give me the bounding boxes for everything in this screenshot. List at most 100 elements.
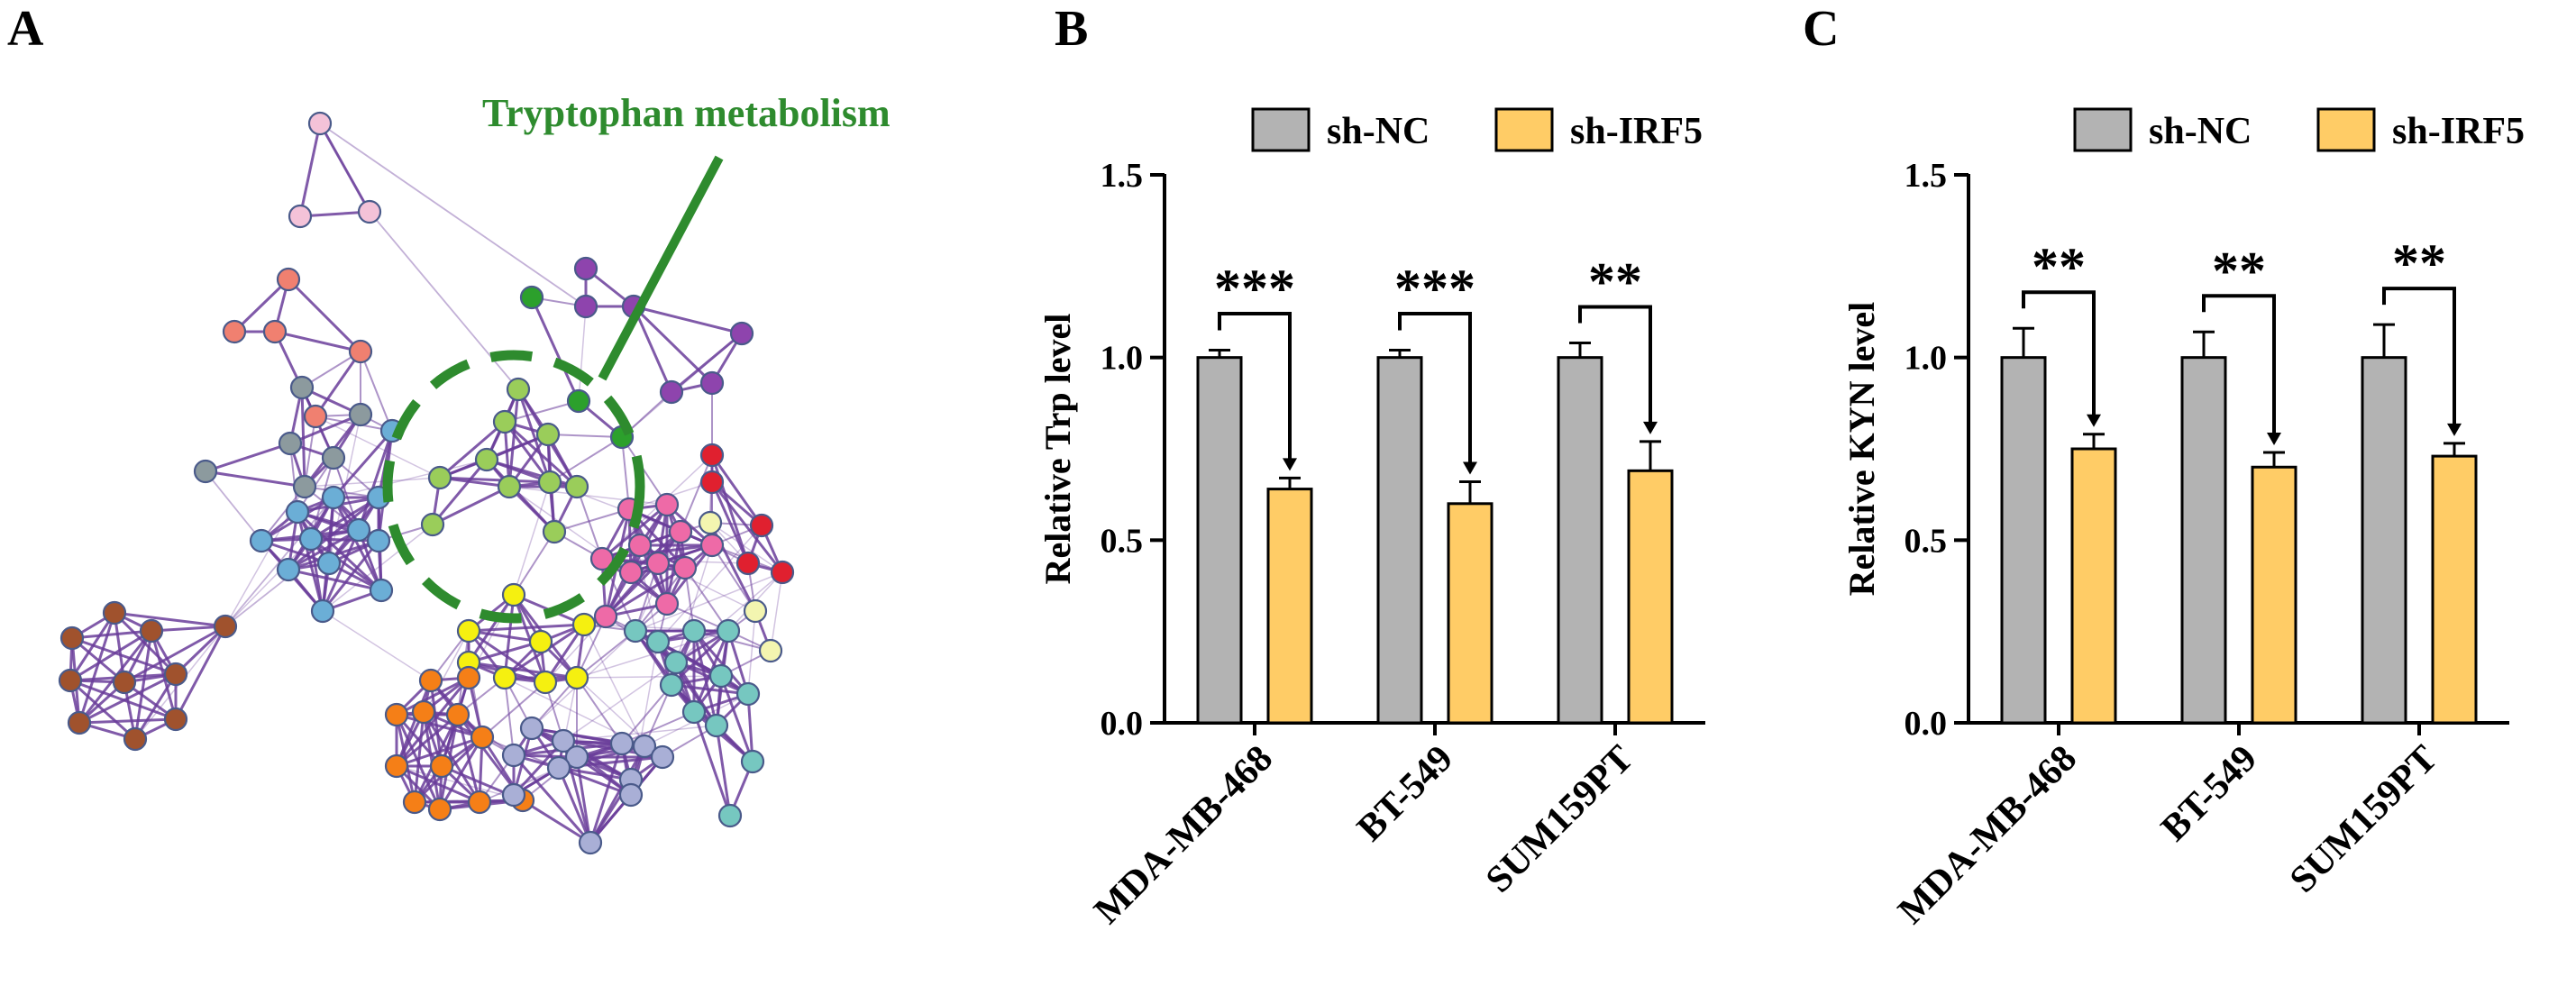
trp-chart-bar-sh-irf5 xyxy=(1627,469,1674,725)
network-edge xyxy=(360,351,393,432)
network-node-light-green xyxy=(537,470,562,495)
network-node-lavender xyxy=(564,744,589,770)
network-edge xyxy=(78,717,177,725)
network-edge xyxy=(431,459,489,525)
network-node-brown xyxy=(163,707,188,732)
network-edge xyxy=(512,754,592,844)
trp-chart-bar-sh-irf5 xyxy=(1447,502,1494,725)
trp-chart-y-axis-title: Relative Trp level xyxy=(1037,314,1078,585)
trp-chart-y-tick-label: 0.5 xyxy=(1101,522,1144,560)
network-node-blue xyxy=(346,517,371,543)
tryptophan-highlight-circle xyxy=(382,350,645,624)
network-node-light-green xyxy=(420,512,445,537)
network-node-lavender xyxy=(609,731,635,756)
network-node-red xyxy=(749,513,774,538)
network-node-brown xyxy=(102,600,127,625)
network-edge xyxy=(635,562,659,632)
network-edge xyxy=(439,420,506,479)
network-node-yellow xyxy=(564,665,589,690)
network-edge xyxy=(205,442,291,473)
network-node-purple xyxy=(659,379,684,405)
annotation-pointer xyxy=(598,155,724,381)
network-edge xyxy=(711,544,756,612)
kyn-chart-bar-sh-irf5 xyxy=(2070,447,2117,725)
network-node-red xyxy=(699,470,725,495)
kyn-chart-panel: C 0.0 0.5 1.0 1.5 Relative KYN level ** MDA-MB… xyxy=(1803,1,2525,932)
network-edge xyxy=(671,683,749,696)
network-node-teal xyxy=(645,629,671,654)
network-edge xyxy=(621,711,695,744)
network-edge xyxy=(114,611,226,628)
network-node-grey xyxy=(321,445,346,470)
kyn-chart-bar-sh-nc xyxy=(2180,356,2227,725)
network-node-teal xyxy=(659,672,684,698)
network-edge xyxy=(123,625,226,684)
network-edge xyxy=(468,661,578,680)
network-edge xyxy=(357,430,394,531)
kyn-chart-category-label: SUM159PT xyxy=(2282,738,2445,901)
network-edge xyxy=(288,568,382,592)
network-node-blue xyxy=(321,485,346,510)
trp-chart-category-label: BT-549 xyxy=(1349,738,1461,850)
network-edge xyxy=(710,454,763,526)
trp-chart-bracket-arrow xyxy=(1463,461,1477,475)
network-edge xyxy=(71,636,177,676)
network-edge xyxy=(576,675,722,679)
kyn-chart-bar-sh-irf5 xyxy=(2251,465,2297,725)
trp-chart-significance-bracket xyxy=(1398,312,1472,466)
network-node-salmon xyxy=(276,267,301,292)
network-edge xyxy=(69,629,152,682)
network-edge xyxy=(274,330,361,353)
network-node-yellow xyxy=(533,670,558,695)
network-node-teal xyxy=(681,618,707,644)
network-edge xyxy=(468,629,546,684)
network-node-purple xyxy=(573,294,598,319)
network-edge xyxy=(395,677,470,767)
network-node-hot-pink xyxy=(672,555,698,580)
trp-chart-significance-bracket xyxy=(1578,305,1652,425)
network-edge xyxy=(332,430,394,498)
trp-chart-y-tick-label: 1.0 xyxy=(1101,340,1144,378)
network-edge xyxy=(747,610,756,695)
network-node-teal xyxy=(663,650,689,675)
trp-chart-legend-swatch xyxy=(1494,107,1554,152)
network-edge xyxy=(503,421,552,483)
network-node-brown xyxy=(139,618,164,644)
network-node-lavender xyxy=(632,734,657,759)
network-node-lavender xyxy=(501,743,526,768)
network-node-pink xyxy=(307,111,333,136)
network-node-orange xyxy=(467,790,492,815)
network-node-purple xyxy=(729,321,754,346)
kyn-chart-category-label: BT-549 xyxy=(2153,738,2265,850)
network-edge xyxy=(558,766,632,781)
network-node-hot-pink xyxy=(618,560,644,585)
network-edge xyxy=(486,458,578,488)
panel-label-a: A xyxy=(7,1,44,57)
network-edge xyxy=(322,610,432,681)
network-node-grey xyxy=(193,459,218,484)
trp-chart-bar-sh-nc xyxy=(1557,356,1603,725)
trp-chart-legend: sh-NC sh-IRF5 xyxy=(1251,107,1703,152)
network-node-red xyxy=(699,443,725,468)
network-node-hot-pink xyxy=(645,551,671,576)
network-edge xyxy=(69,612,116,681)
trp-chart-panel: B 0.0 0.5 1.0 1.5 Relative Trp level *** MDA-M… xyxy=(1037,1,1705,932)
network-edge xyxy=(304,415,316,488)
tryptophan-metabolism-label: Tryptophan metabolism xyxy=(482,91,891,135)
network-edge xyxy=(680,454,713,533)
network-node-orange xyxy=(418,668,443,693)
network-edge xyxy=(133,673,178,740)
network-edge xyxy=(562,662,677,742)
network-node-purple xyxy=(573,256,598,281)
network-edge xyxy=(288,528,360,571)
network-edge xyxy=(547,434,623,438)
network-node-teal xyxy=(708,663,734,689)
network-node-orange xyxy=(411,699,436,725)
network-edge xyxy=(396,713,483,739)
network-edge xyxy=(319,123,370,213)
network-edge xyxy=(205,470,262,542)
network-edge xyxy=(396,735,483,768)
kyn-chart-y-tick-label: 1.0 xyxy=(1905,340,1948,378)
network-node-brown xyxy=(123,726,148,752)
trp-chart-significance-label: *** xyxy=(1394,259,1475,318)
